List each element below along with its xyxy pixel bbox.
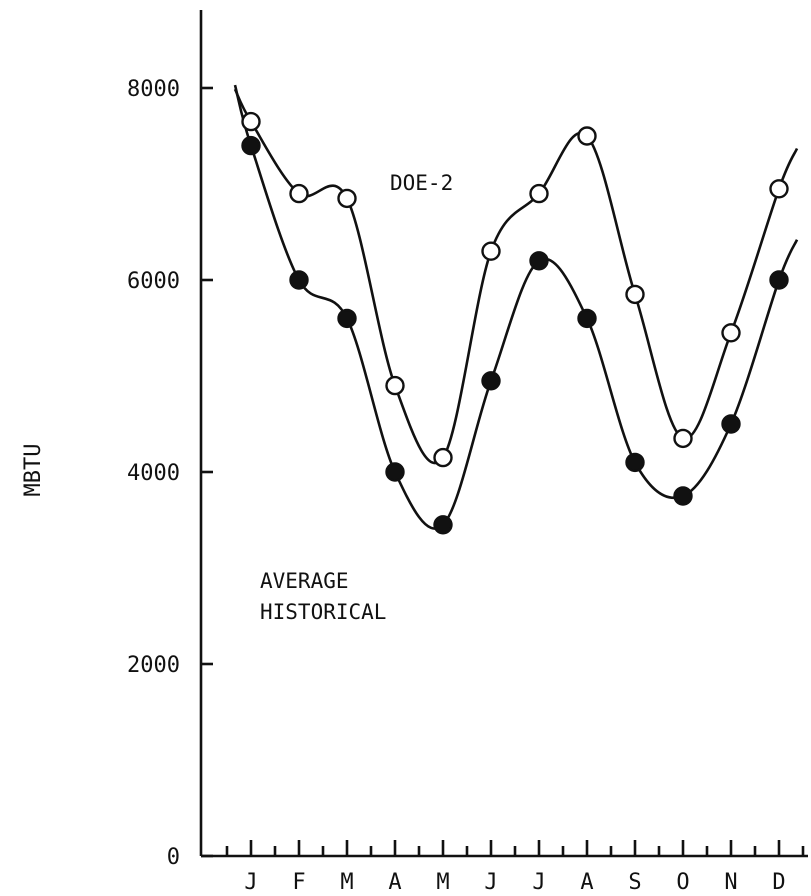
- y-tick-label: 2000: [127, 653, 180, 678]
- data-point-doe2: [433, 447, 453, 468]
- data-point-historical: [385, 462, 405, 482]
- data-point-historical: [721, 414, 741, 434]
- data-point-doe2: [337, 188, 357, 209]
- data-point-doe2: [289, 183, 309, 204]
- data-point-doe2: [385, 375, 405, 396]
- x-tick-label: M: [436, 870, 449, 895]
- series-label-historical-line2: HISTORICAL: [260, 600, 386, 624]
- y-ticks: 0 2000 4000 6000 8000: [127, 77, 213, 870]
- data-point-historical: [769, 270, 789, 290]
- x-tick-label: S: [628, 870, 641, 895]
- x-tick-label: J: [484, 870, 497, 895]
- data-point-doe2: [769, 179, 789, 199]
- axes: [199, 10, 808, 858]
- x-tick-label: N: [724, 870, 737, 895]
- data-point-historical: [337, 308, 357, 329]
- x-tick-label: A: [580, 870, 593, 895]
- data-point-historical: [241, 135, 261, 156]
- y-tick-label: 0: [167, 845, 180, 870]
- series-label-doe2: DOE-2: [390, 171, 453, 195]
- data-point-historical: [577, 308, 597, 329]
- series-markers: [241, 111, 789, 535]
- data-point-historical: [289, 270, 309, 290]
- data-point-historical: [529, 251, 549, 271]
- x-tick-label: D: [772, 870, 785, 895]
- x-tick-label: A: [388, 870, 401, 895]
- data-point-doe2: [673, 428, 693, 449]
- y-tick-label: 8000: [127, 77, 180, 102]
- data-point-doe2: [529, 183, 549, 204]
- series-line-historical: [233, 84, 799, 530]
- series-curves: [233, 84, 799, 530]
- x-tick-label: M: [340, 870, 353, 895]
- data-point-doe2: [625, 284, 645, 305]
- y-tick-label: 4000: [127, 461, 180, 486]
- y-tick-label: 6000: [127, 269, 180, 294]
- data-point-doe2: [577, 126, 597, 146]
- data-point-historical: [673, 486, 693, 506]
- x-tick-label: F: [292, 870, 305, 895]
- series-line-doe2: [233, 88, 799, 465]
- data-point-doe2: [241, 111, 261, 132]
- series-label-historical-line1: AVERAGE: [260, 569, 349, 593]
- data-point-historical: [433, 515, 453, 535]
- x-tick-label: J: [244, 870, 257, 895]
- x-tick-label: O: [676, 870, 689, 895]
- x-tick-label: J: [532, 870, 545, 895]
- data-point-doe2: [721, 323, 741, 343]
- y-axis-label: MBTU: [21, 444, 46, 497]
- data-point-doe2: [481, 241, 501, 261]
- data-point-historical: [481, 371, 501, 391]
- data-point-historical: [625, 452, 645, 473]
